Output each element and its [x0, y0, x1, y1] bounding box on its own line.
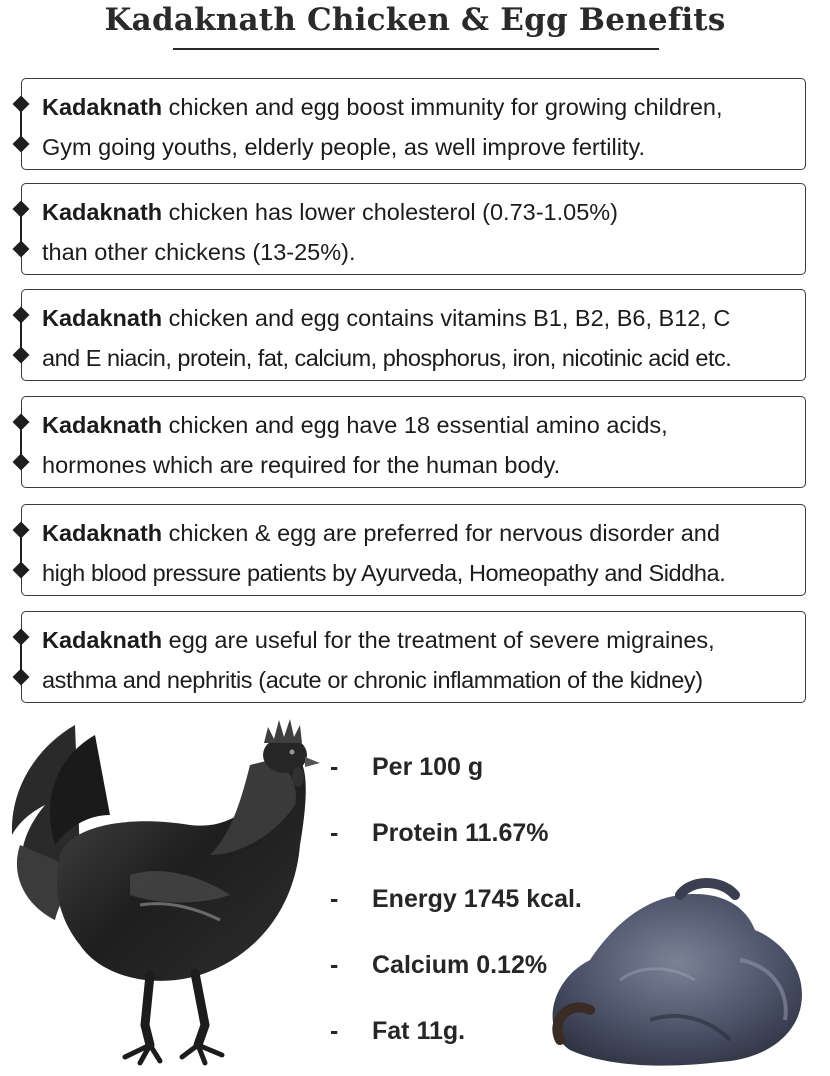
benefit-line-2: than other chickens (13-25%). [42, 239, 356, 265]
nutrition-text: Per 100 g [372, 752, 484, 781]
diamond-bullet-icon [12, 413, 30, 431]
nutrition-text: Fat 11g. [372, 1016, 466, 1045]
benefit-line-1: Kadaknath chicken and egg have 18 essent… [42, 405, 795, 445]
diamond-bullet-icon [12, 561, 30, 579]
diamond-bullet-icon [12, 628, 30, 646]
benefit-lead: Kadaknath [42, 520, 163, 546]
nutrition-item-fat: - Fat 11g. [330, 998, 630, 1064]
box-spine [20, 202, 22, 256]
diamond-bullet-icon [12, 135, 30, 153]
diamond-bullet-icon [12, 668, 30, 686]
diamond-bullet-icon [12, 95, 30, 113]
nutrition-text: Protein 11.67% [372, 818, 549, 847]
benefit-line-2: asthma and nephritis (acute or chronic i… [42, 667, 703, 693]
black-rooster-image [11, 719, 320, 1066]
diamond-bullet-icon [12, 346, 30, 364]
benefit-line-2: hormones which are required for the huma… [42, 452, 561, 478]
benefit-box-vitamins: Kadaknath chicken and egg contains vitam… [12, 289, 806, 381]
benefit-text: chicken and egg have 18 essential amino … [162, 412, 668, 438]
benefit-lead: Kadaknath [42, 305, 163, 331]
benefit-box-blood-pressure: Kadaknath chicken & egg are preferred fo… [12, 504, 806, 596]
benefit-line-1: Kadaknath chicken and egg contains vitam… [42, 298, 795, 338]
dash-bullet: - [330, 884, 339, 913]
benefit-line-2: Gym going youths, elderly people, as wel… [42, 134, 645, 160]
box-spine [20, 308, 22, 362]
title-underline [173, 48, 659, 50]
nutrition-facts-list: - Per 100 g - Protein 11.67% - Energy 17… [330, 734, 630, 1064]
dash-bullet: - [330, 752, 339, 781]
nutrition-text: Calcium 0.12% [372, 950, 548, 979]
benefit-line-2: and E niacin, protein, fat, calcium, pho… [42, 345, 732, 371]
benefit-line-1: Kadaknath egg are useful for the treatme… [42, 620, 795, 660]
dash-bullet: - [330, 950, 339, 979]
box-spine [20, 523, 22, 577]
nutrition-item-serving: - Per 100 g [330, 734, 630, 800]
nutrition-text: Energy 1745 kcal. [372, 884, 582, 913]
diamond-bullet-icon [12, 306, 30, 324]
benefit-box-cholesterol: Kadaknath chicken has lower cholesterol … [12, 183, 806, 275]
benefit-line-2: high blood pressure patients by Ayurveda… [42, 560, 726, 586]
box-spine [20, 97, 22, 151]
benefit-box-migraines: Kadaknath egg are useful for the treatme… [12, 611, 806, 703]
benefit-text: chicken & egg are preferred for nervous … [162, 520, 720, 546]
benefit-box-amino-acids: Kadaknath chicken and egg have 18 essent… [12, 396, 806, 488]
benefit-text: chicken and egg boost immunity for growi… [162, 94, 723, 120]
diamond-bullet-icon [12, 240, 30, 258]
diamond-bullet-icon [12, 453, 30, 471]
nutrition-item-protein: - Protein 11.67% [330, 800, 630, 866]
diamond-bullet-icon [12, 200, 30, 218]
benefit-box-immunity: Kadaknath chicken and egg boost immunity… [12, 78, 806, 170]
nutrition-item-energy: - Energy 1745 kcal. [330, 866, 630, 932]
box-spine [20, 630, 22, 684]
benefit-lead: Kadaknath [42, 94, 163, 120]
benefit-lead: Kadaknath [42, 412, 163, 438]
benefit-lead: Kadaknath [42, 199, 163, 225]
benefit-text: egg are useful for the treatment of seve… [162, 627, 715, 653]
box-spine [20, 415, 22, 469]
benefit-line-1: Kadaknath chicken & egg are preferred fo… [42, 513, 795, 553]
benefit-text: chicken and egg contains vitamins B1, B2… [162, 305, 731, 331]
dressed-chicken-image [552, 878, 802, 1066]
dash-bullet: - [330, 818, 339, 847]
dash-bullet: - [330, 1016, 339, 1045]
benefit-lead: Kadaknath [42, 627, 163, 653]
nutrition-item-calcium: - Calcium 0.12% [330, 932, 630, 998]
diamond-bullet-icon [12, 521, 30, 539]
benefit-line-1: Kadaknath chicken and egg boost immunity… [42, 87, 795, 127]
benefit-line-1: Kadaknath chicken has lower cholesterol … [42, 192, 795, 232]
page-title: Kadaknath Chicken & Egg Benefits [104, 2, 726, 38]
benefit-text: chicken has lower cholesterol (0.73-1.05… [162, 199, 619, 225]
